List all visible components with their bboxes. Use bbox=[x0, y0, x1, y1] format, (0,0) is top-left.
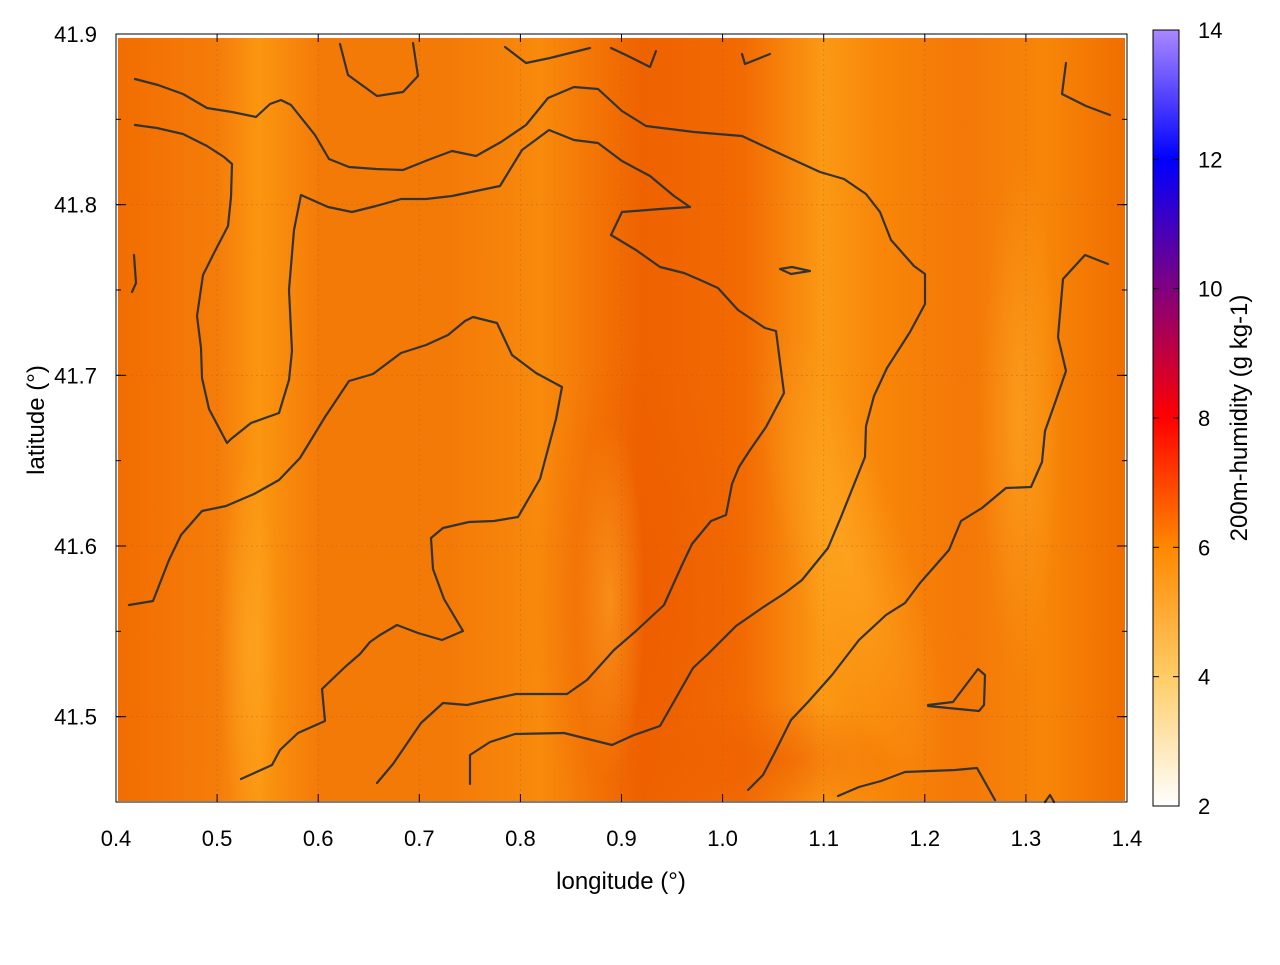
x-axis-label: longitude (°) bbox=[556, 868, 686, 895]
y-tick-label: 41.6 bbox=[54, 534, 97, 559]
colorbar-tick-label: 10 bbox=[1198, 277, 1222, 302]
x-tick-label: 0.7 bbox=[404, 826, 435, 851]
x-tick-label: 0.4 bbox=[101, 826, 132, 851]
y-axis-label: latitude (°) bbox=[23, 365, 50, 475]
colorbar-label: 200m-humidity (g kg-1) bbox=[1226, 295, 1253, 542]
y-tick-label: 41.7 bbox=[54, 363, 97, 388]
colorbar-tick-label: 2 bbox=[1198, 794, 1210, 819]
colorbar-tick-label: 12 bbox=[1198, 147, 1222, 172]
colorbar-tick-label: 8 bbox=[1198, 406, 1210, 431]
y-tick-label: 41.9 bbox=[54, 22, 97, 47]
colorbar-tick-label: 6 bbox=[1198, 535, 1210, 560]
x-tick-label: 0.6 bbox=[303, 826, 334, 851]
colorbar-tick-label: 14 bbox=[1198, 18, 1222, 43]
x-tick-label: 1.0 bbox=[707, 826, 738, 851]
x-tick-label: 1.3 bbox=[1011, 826, 1042, 851]
x-tick-label: 0.5 bbox=[202, 826, 233, 851]
x-tick-label: 1.1 bbox=[808, 826, 839, 851]
y-tick-label: 41.8 bbox=[54, 193, 97, 218]
x-tick-label: 0.8 bbox=[505, 826, 536, 851]
x-tick-label: 1.2 bbox=[910, 826, 941, 851]
x-tick-label: 1.4 bbox=[1112, 826, 1143, 851]
y-tick-label: 41.5 bbox=[54, 705, 97, 730]
x-tick-label: 0.9 bbox=[606, 826, 637, 851]
colorbar-tick-label: 4 bbox=[1198, 665, 1210, 690]
